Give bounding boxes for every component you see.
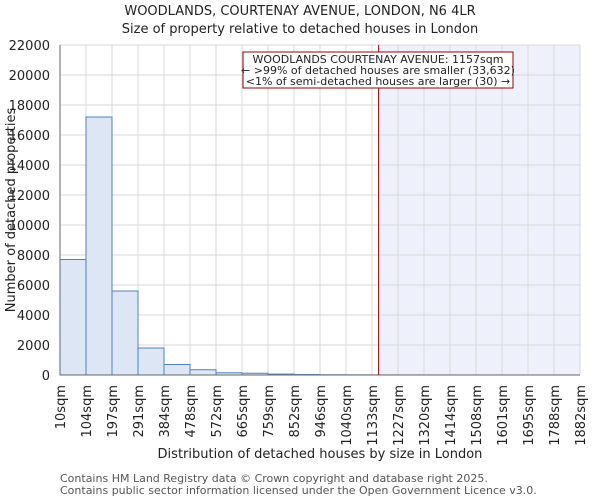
y-tick-label: 0 [42,369,50,384]
x-tick-label: 1414sqm [444,385,459,446]
footer-line-2: Contains public sector information licen… [60,484,537,497]
y-tick-label: 8000 [17,249,50,264]
x-tick-label: 104sqm [80,385,95,438]
x-tick-label: 1788sqm [548,385,563,446]
annotation-line: <1% of semi-detached houses are larger (… [246,75,510,88]
y-axis-label: Number of detached properties [4,108,19,313]
y-tick-label: 20000 [9,69,50,84]
chart-subtitle: Size of property relative to detached ho… [122,22,478,37]
x-tick-label: 1882sqm [574,385,589,446]
y-tick-label: 14000 [9,159,50,174]
bar [111,290,139,376]
y-tick-label: 16000 [9,129,50,144]
x-tick-label: 1508sqm [470,385,485,446]
bar [85,116,113,376]
bar [137,347,165,376]
y-tick-label: 4000 [17,309,50,324]
x-tick-label: 197sqm [106,385,121,438]
x-tick-label: 759sqm [262,385,277,438]
x-tick-label: 852sqm [288,385,303,438]
y-tick-label: 6000 [17,279,50,294]
annotation-line: ← >99% of detached houses are smaller (3… [241,64,515,77]
annotation-box [242,51,514,89]
x-tick-label: 478sqm [184,385,199,438]
y-tick-label: 22000 [9,39,50,54]
plot-area: 0 2000 4000 6000 8000 10000 12000 14000 16000 180… [9,39,589,446]
bar [189,369,217,376]
x-tick-label: 1320sqm [418,385,433,446]
x-tick-label: 946sqm [314,385,329,438]
x-tick-label: 10sqm [54,385,69,429]
x-tick-label: 291sqm [132,385,147,438]
y-tick-label: 2000 [17,339,50,354]
y-tick-label: 10000 [9,219,50,234]
x-tick-label: 1601sqm [496,385,511,446]
chart-title: WOODLANDS, COURTENAY AVENUE, LONDON, N6 … [124,4,475,19]
highlight-region [378,45,580,375]
bar [163,364,191,376]
x-tick-label: 1133sqm [366,385,381,446]
y-tick-label: 18000 [9,99,50,114]
x-tick-label: 1040sqm [340,385,355,446]
x-tick-label: 384sqm [158,385,173,438]
x-tick-label: 1695sqm [522,385,537,446]
x-axis-label: Distribution of detached houses by size … [158,447,483,462]
x-tick-label: 1227sqm [392,385,407,446]
annotation-line: WOODLANDS COURTENAY AVENUE: 1157sqm [253,53,504,66]
bar [59,259,87,376]
x-tick-label: 572sqm [210,385,225,438]
x-tick-label: 665sqm [236,385,251,438]
footer-line-1: Contains HM Land Registry data © Crown c… [60,472,488,485]
y-tick-label: 12000 [9,189,50,204]
